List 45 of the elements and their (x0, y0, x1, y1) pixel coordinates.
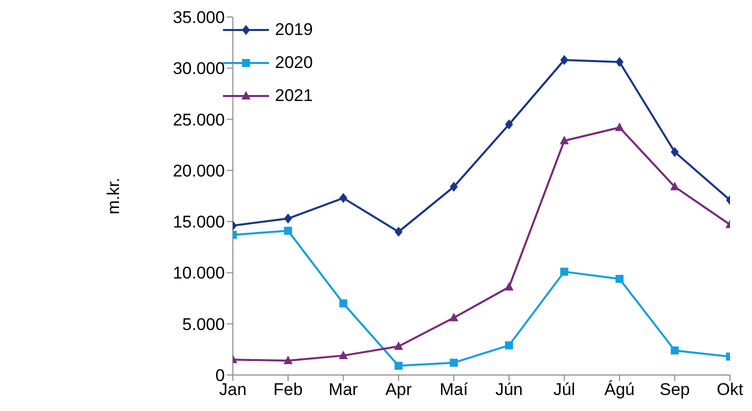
point (505, 341, 514, 350)
x-tick-label: Maí (440, 380, 468, 400)
point (338, 350, 348, 360)
x-tick-label: Mar (328, 380, 358, 400)
y-tick-label: 20.000 (172, 161, 225, 180)
point (670, 346, 679, 354)
point (450, 182, 458, 192)
legend-label: 2019 (275, 20, 313, 40)
point (339, 299, 348, 308)
x-tick-label: Júl (553, 380, 576, 400)
point (615, 122, 624, 131)
x-tick-label: Okt (716, 380, 744, 400)
point (504, 282, 514, 291)
point (394, 362, 403, 370)
point (284, 214, 292, 224)
legend-label: 2020 (275, 53, 313, 73)
x-tick-label: Apr (385, 380, 412, 400)
point (394, 341, 404, 350)
legend-label: 2021 (275, 86, 313, 106)
y-axis-title: m.kr. (104, 178, 123, 214)
point (560, 54, 568, 65)
point (450, 358, 458, 367)
x-tick-label: Ágú (604, 380, 635, 400)
y-tick-label: 30.000 (172, 59, 225, 78)
point (505, 119, 514, 130)
point (616, 274, 624, 283)
x-tick-label: Feb (273, 380, 303, 400)
point (284, 356, 293, 364)
y-tick-label: 15.000 (172, 212, 225, 232)
point (284, 226, 292, 235)
point (670, 147, 679, 158)
x-tick-label: Jún (495, 380, 523, 400)
point (616, 57, 624, 68)
point (394, 226, 403, 237)
x-tick-label: Sep (660, 380, 690, 400)
y-tick-label: 5.000 (182, 314, 225, 334)
point (449, 312, 458, 322)
y-tick-label: 35.000 (172, 8, 225, 28)
point (560, 268, 568, 276)
y-tick-label: 10.000 (172, 264, 225, 283)
point (670, 182, 680, 190)
point (560, 136, 569, 144)
y-tick-label: 25.000 (172, 110, 225, 130)
point (339, 193, 348, 204)
x-tick-label: Jan (219, 380, 247, 400)
